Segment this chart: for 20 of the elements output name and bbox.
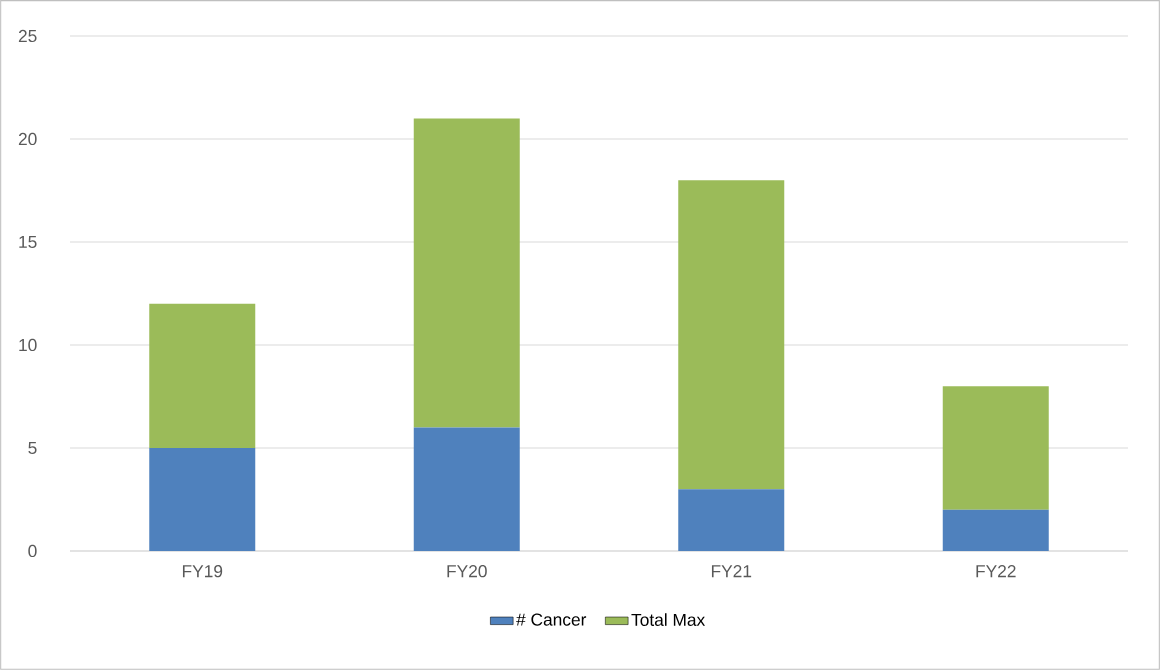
x-tick-label: FY19 <box>182 565 223 578</box>
y-tick-label: 5 <box>28 441 37 455</box>
y-tick-label: 25 <box>18 29 37 43</box>
bar <box>413 427 520 551</box>
legend-label: Total Max <box>631 613 706 626</box>
y-tick-label: 10 <box>19 338 37 352</box>
legend-label: # Cancer <box>516 613 587 626</box>
x-tick-label: FY21 <box>711 565 752 578</box>
bar <box>678 489 785 551</box>
x-tick-label: FY20 <box>447 565 487 578</box>
bar <box>942 386 1049 510</box>
x-tick-label: FY22 <box>976 565 1016 578</box>
bar <box>413 118 520 428</box>
bar <box>942 509 1049 551</box>
bar <box>149 303 256 448</box>
bar <box>149 447 256 551</box>
y-tick-label: 20 <box>18 132 37 146</box>
y-tick-label: 15 <box>19 235 37 249</box>
y-tick-label: 0 <box>28 544 37 558</box>
bar <box>678 180 785 490</box>
